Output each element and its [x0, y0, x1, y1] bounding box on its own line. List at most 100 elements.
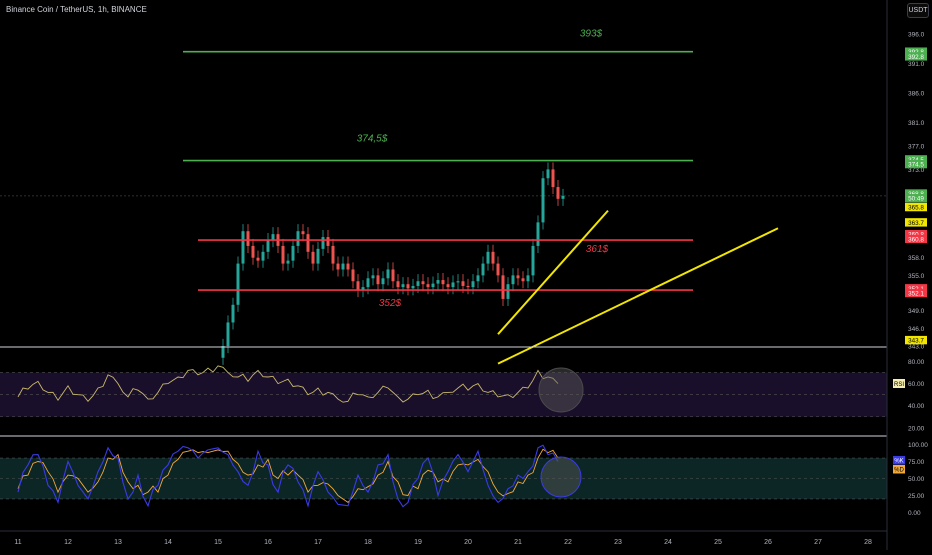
stoch-tick-label: 50.00	[908, 476, 925, 483]
candle-body	[381, 278, 385, 285]
candle	[521, 271, 525, 289]
rsi-tick-label: 40.00	[908, 403, 925, 410]
stochastic-pane[interactable]	[0, 444, 887, 508]
price-tick-label: 373.0	[908, 167, 925, 174]
trendline	[497, 227, 779, 365]
date-tick-label: 18	[364, 539, 372, 546]
stoch-tick-label: 0.00	[908, 510, 921, 517]
date-tick-label: 23	[614, 539, 622, 546]
rsi-highlight-circle	[538, 367, 584, 413]
rsi-tick-label: 80.00	[908, 359, 925, 366]
price-label-box	[905, 159, 927, 169]
currency-button[interactable]: USDT	[907, 3, 929, 18]
candle	[426, 277, 430, 295]
candle	[326, 230, 330, 253]
trendline	[497, 209, 609, 335]
candle-body	[441, 280, 445, 285]
candle	[441, 273, 445, 292]
price-label-text: 50:49	[908, 196, 924, 203]
candle	[261, 244, 265, 268]
level-label: 374,5$	[357, 134, 388, 145]
price-label-text: 343.7	[908, 338, 924, 345]
date-tick-label: 17	[314, 539, 322, 546]
candle-body	[281, 245, 285, 264]
candle-body	[236, 263, 240, 305]
candle	[401, 277, 405, 295]
date-tick-label: 16	[264, 539, 272, 546]
candle-body	[451, 282, 455, 288]
candle-body	[491, 251, 495, 264]
rsi-pane[interactable]	[0, 365, 887, 418]
price-label-box	[905, 189, 927, 198]
candle-body	[356, 281, 360, 291]
candle-body	[271, 234, 275, 241]
price-tick-label: 346.0	[908, 326, 925, 333]
price-tick-label: 377.0	[908, 143, 925, 150]
price-tick-label: 358.0	[908, 255, 925, 262]
candle	[561, 188, 565, 206]
date-tick-label: 13	[114, 539, 122, 546]
price-tick-label: 355.0	[908, 273, 925, 280]
candle-body	[386, 269, 390, 279]
date-tick-label: 14	[164, 539, 172, 546]
candle	[421, 274, 425, 292]
candle-body	[536, 222, 540, 246]
price-label-text: 374.5	[908, 162, 924, 169]
candle-body	[261, 251, 265, 261]
candle	[556, 179, 560, 206]
candle	[246, 224, 250, 253]
candle	[336, 256, 340, 277]
date-tick-label: 20	[464, 539, 472, 546]
candle	[291, 238, 295, 268]
candle-body	[321, 237, 325, 249]
price-tick-label: 391.0	[908, 61, 925, 68]
price-label-box	[905, 47, 927, 56]
price-label-text: 365.8	[908, 205, 924, 212]
candle-body	[436, 280, 440, 284]
candle	[251, 238, 255, 265]
candle	[481, 256, 485, 283]
stoch-tick-label: 100.00	[908, 442, 928, 449]
candle	[301, 224, 305, 242]
candle-body	[481, 263, 485, 276]
candle-body	[416, 281, 420, 286]
candle	[256, 250, 260, 268]
date-tick-label: 15	[214, 539, 222, 546]
price-label-box	[905, 335, 927, 345]
candle-body	[471, 281, 475, 288]
candle	[346, 256, 350, 277]
price-pane[interactable]: 393$ 374,5$ 361$ 352$	[0, 29, 887, 365]
candle-body	[446, 284, 450, 288]
rsi-line	[17, 365, 559, 403]
stoch-k-legend-box	[893, 456, 905, 465]
candle	[496, 256, 500, 283]
date-tick-label: 25	[714, 539, 722, 546]
candle-body	[306, 234, 310, 252]
candle-body	[511, 275, 515, 285]
candle	[451, 275, 455, 295]
candle-body	[546, 169, 550, 179]
candle-body	[266, 240, 270, 252]
candle	[361, 280, 365, 298]
candle	[281, 238, 285, 271]
candle-body	[521, 278, 525, 282]
candle	[321, 230, 325, 256]
candle	[536, 215, 540, 253]
candle	[286, 253, 290, 271]
candle-body	[316, 248, 320, 264]
stoch-d-legend-box	[893, 465, 905, 474]
candle-body	[526, 275, 530, 282]
candle-body	[246, 231, 250, 246]
candle-body	[556, 187, 560, 199]
price-label-text: 352.1	[908, 291, 924, 298]
candle-body	[301, 231, 305, 235]
date-tick-label: 28	[864, 539, 872, 546]
candle	[236, 256, 240, 312]
candle-body	[241, 231, 245, 264]
stoch-d-legend-label: %D	[894, 468, 904, 474]
stoch-k-line	[17, 444, 559, 508]
date-tick-label: 24	[664, 539, 672, 546]
level-label: 352$	[379, 298, 402, 309]
